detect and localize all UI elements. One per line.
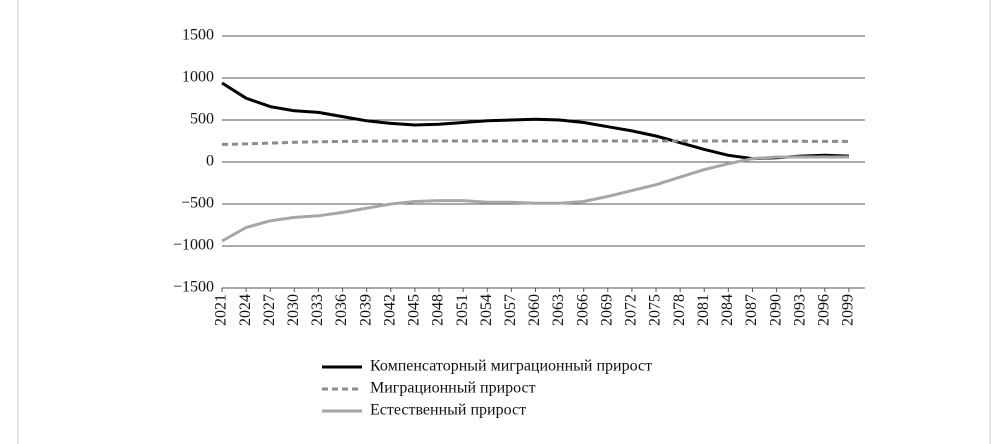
x-tick-label: 2051 [454,294,471,326]
x-tick-label: 2087 [743,294,760,326]
x-tick-label: 2096 [815,294,832,326]
x-tick-label: 2069 [598,294,615,326]
series-line [221,139,849,146]
y-tick-label: 1000 [182,69,214,86]
x-tick-label: 2072 [623,294,640,326]
x-tick-label: 2027 [261,294,278,326]
y-tick-label: 500 [190,111,214,128]
legend-label: Миграционный прирост [370,380,536,397]
x-tick-label: 2033 [309,294,326,326]
x-tick-label: 2093 [791,294,808,326]
x-tick-label: 2021 [213,294,230,326]
x-tick-label: 2063 [550,294,567,326]
x-tick-label: 2090 [767,294,784,326]
x-tick-label: 2099 [840,294,857,326]
y-tick-label: −1500 [173,279,214,296]
x-tick-label: 2024 [237,294,254,326]
x-tick-label: 2036 [333,294,350,326]
legend-label: Естественный прирост [370,402,526,419]
x-tick-label: 2066 [574,294,591,326]
x-tick-label: 2039 [357,294,374,326]
x-tick-label: 2048 [430,294,447,326]
y-tick-label: 0 [206,153,214,170]
legend-label: Компенсаторный миграционный прирост [370,358,652,375]
x-tick-label: 2081 [695,294,712,326]
x-tick-label: 2054 [478,294,495,326]
x-tick-label: 2078 [671,294,688,326]
y-tick-label: −1000 [173,237,214,254]
y-tick-label: 1500 [182,27,214,44]
x-tick-label: 2042 [381,294,398,326]
series-line [221,155,849,243]
x-tick-label: 2030 [285,294,302,326]
x-tick-label: 2045 [406,294,423,326]
x-tick-label: 2084 [719,294,736,326]
y-tick-label: −500 [181,195,214,212]
x-tick-label: 2060 [526,294,543,326]
x-tick-label: 2057 [502,294,519,326]
series-line [221,81,849,161]
x-tick-label: 2075 [647,294,664,326]
